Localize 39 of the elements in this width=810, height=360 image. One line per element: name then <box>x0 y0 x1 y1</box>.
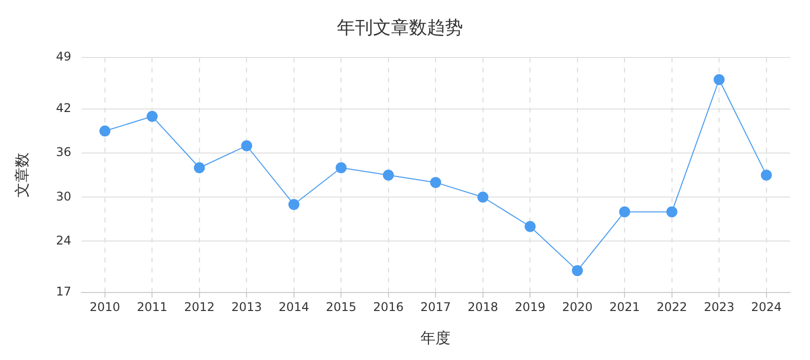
point <box>666 206 678 218</box>
x-tick-label: 2017 <box>420 300 451 314</box>
y-tick-label: 24 <box>56 233 72 248</box>
x-tick-label: 2015 <box>326 300 356 314</box>
y-tick-label: 30 <box>56 189 72 204</box>
x-tick-label: 2021 <box>609 300 640 314</box>
x-tick-label: 2020 <box>562 300 593 314</box>
point <box>194 162 205 174</box>
x-axis-title: 年度 <box>420 328 451 347</box>
point <box>146 110 158 122</box>
point <box>477 192 488 203</box>
point <box>524 221 536 232</box>
y-axis-title: 文章数 <box>12 152 31 198</box>
x-tick-label: 2014 <box>278 300 310 314</box>
x-tick-label: 2019 <box>514 300 546 314</box>
x-tick-label: 2023 <box>704 300 734 314</box>
x-tick-label: 2018 <box>468 300 498 314</box>
x-tick-label: 2016 <box>373 300 404 314</box>
point <box>336 162 347 174</box>
point <box>572 265 583 276</box>
x-tick-label: 2022 <box>656 300 688 314</box>
point <box>99 126 110 137</box>
point <box>714 74 725 86</box>
point <box>430 176 442 188</box>
x-tick-label: 2024 <box>751 300 782 314</box>
x-tick-label: 2012 <box>184 300 215 314</box>
chart-title: 年刊文章数趋势 <box>337 17 463 38</box>
point <box>760 170 772 181</box>
y-tick-label: 42 <box>56 101 72 116</box>
x-tick-label: 2010 <box>90 300 120 314</box>
x-tick-label: 2011 <box>136 300 168 314</box>
point <box>619 206 630 218</box>
point <box>241 140 252 152</box>
point <box>382 170 394 181</box>
y-tick-label: 36 <box>56 145 72 160</box>
y-tick-label: 49 <box>56 50 72 64</box>
x-tick-label: 2013 <box>231 300 262 314</box>
point <box>288 198 300 210</box>
y-tick-label: 17 <box>56 284 72 299</box>
